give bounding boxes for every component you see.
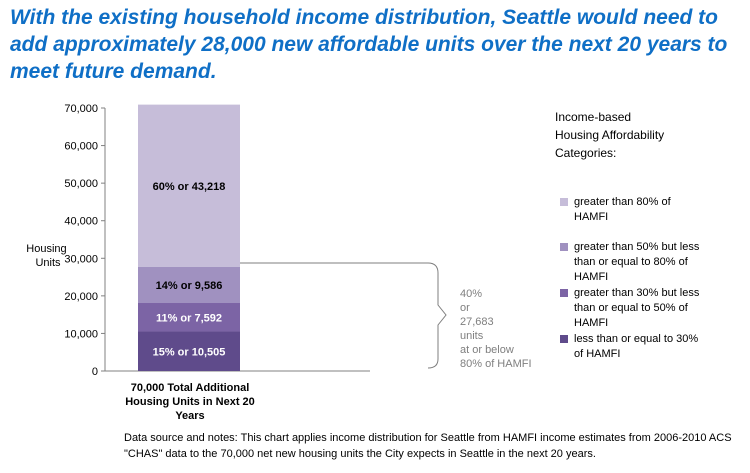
legend-item: greater than 80% of HAMFI — [560, 195, 750, 225]
bar-segment-4 — [138, 104, 240, 267]
y-tick-label: 50,000 — [64, 178, 98, 190]
bar-segment-label: 15% or 10,505 — [153, 346, 226, 358]
bracket-annotation: 40% or 27,683 units at or below 80% of HAMFI — [460, 288, 532, 370]
legend-label: greater than 30% but less than or equal t… — [574, 287, 700, 329]
y-tick-label: 40,000 — [64, 216, 98, 228]
x-category-label: 70,000 Total Additional Housing Units in … — [125, 382, 255, 422]
bar-segment-label: 11% or 7,592 — [156, 312, 222, 324]
legend-item: greater than 50% but less than or equal t… — [560, 240, 750, 285]
y-tick-label: 30,000 — [64, 253, 98, 265]
legend-swatch — [560, 243, 568, 251]
bar-segment-label: 14% or 9,586 — [156, 280, 223, 292]
legend-item: greater than 30% but less than or equal t… — [560, 286, 750, 331]
y-tick-label: 60,000 — [64, 141, 98, 153]
chart-headline: With the existing household income distr… — [10, 6, 728, 83]
legend-label: less than or equal to 30% of HAMFI — [574, 333, 699, 360]
legend-label: greater than 80% of HAMFI — [574, 196, 671, 223]
y-tick-label: 20,000 — [64, 291, 98, 303]
bar-segment-2 — [138, 303, 240, 332]
legend-label: greater than 50% but less than or equal t… — [574, 241, 700, 283]
y-axis-label: Housing Units — [26, 243, 69, 269]
y-tick-label: 70,000 — [64, 103, 98, 115]
legend-swatch — [560, 289, 568, 297]
bar-segment-1 — [138, 331, 240, 371]
legend-item: less than or equal to 30% of HAMFI — [560, 332, 750, 362]
y-tick-label: 10,000 — [64, 328, 98, 340]
bar-segment-3 — [138, 266, 240, 304]
affordable-bracket — [240, 262, 447, 369]
data-source-note: Data source and notes: This chart applie… — [124, 432, 732, 460]
legend-swatch — [560, 198, 568, 206]
legend-title: Income-based Housing Affordability Categor… — [555, 110, 665, 160]
legend-swatch — [560, 335, 568, 343]
y-tick-label: 0 — [92, 366, 98, 378]
bar-segment-label: 60% or 43,218 — [153, 181, 226, 193]
